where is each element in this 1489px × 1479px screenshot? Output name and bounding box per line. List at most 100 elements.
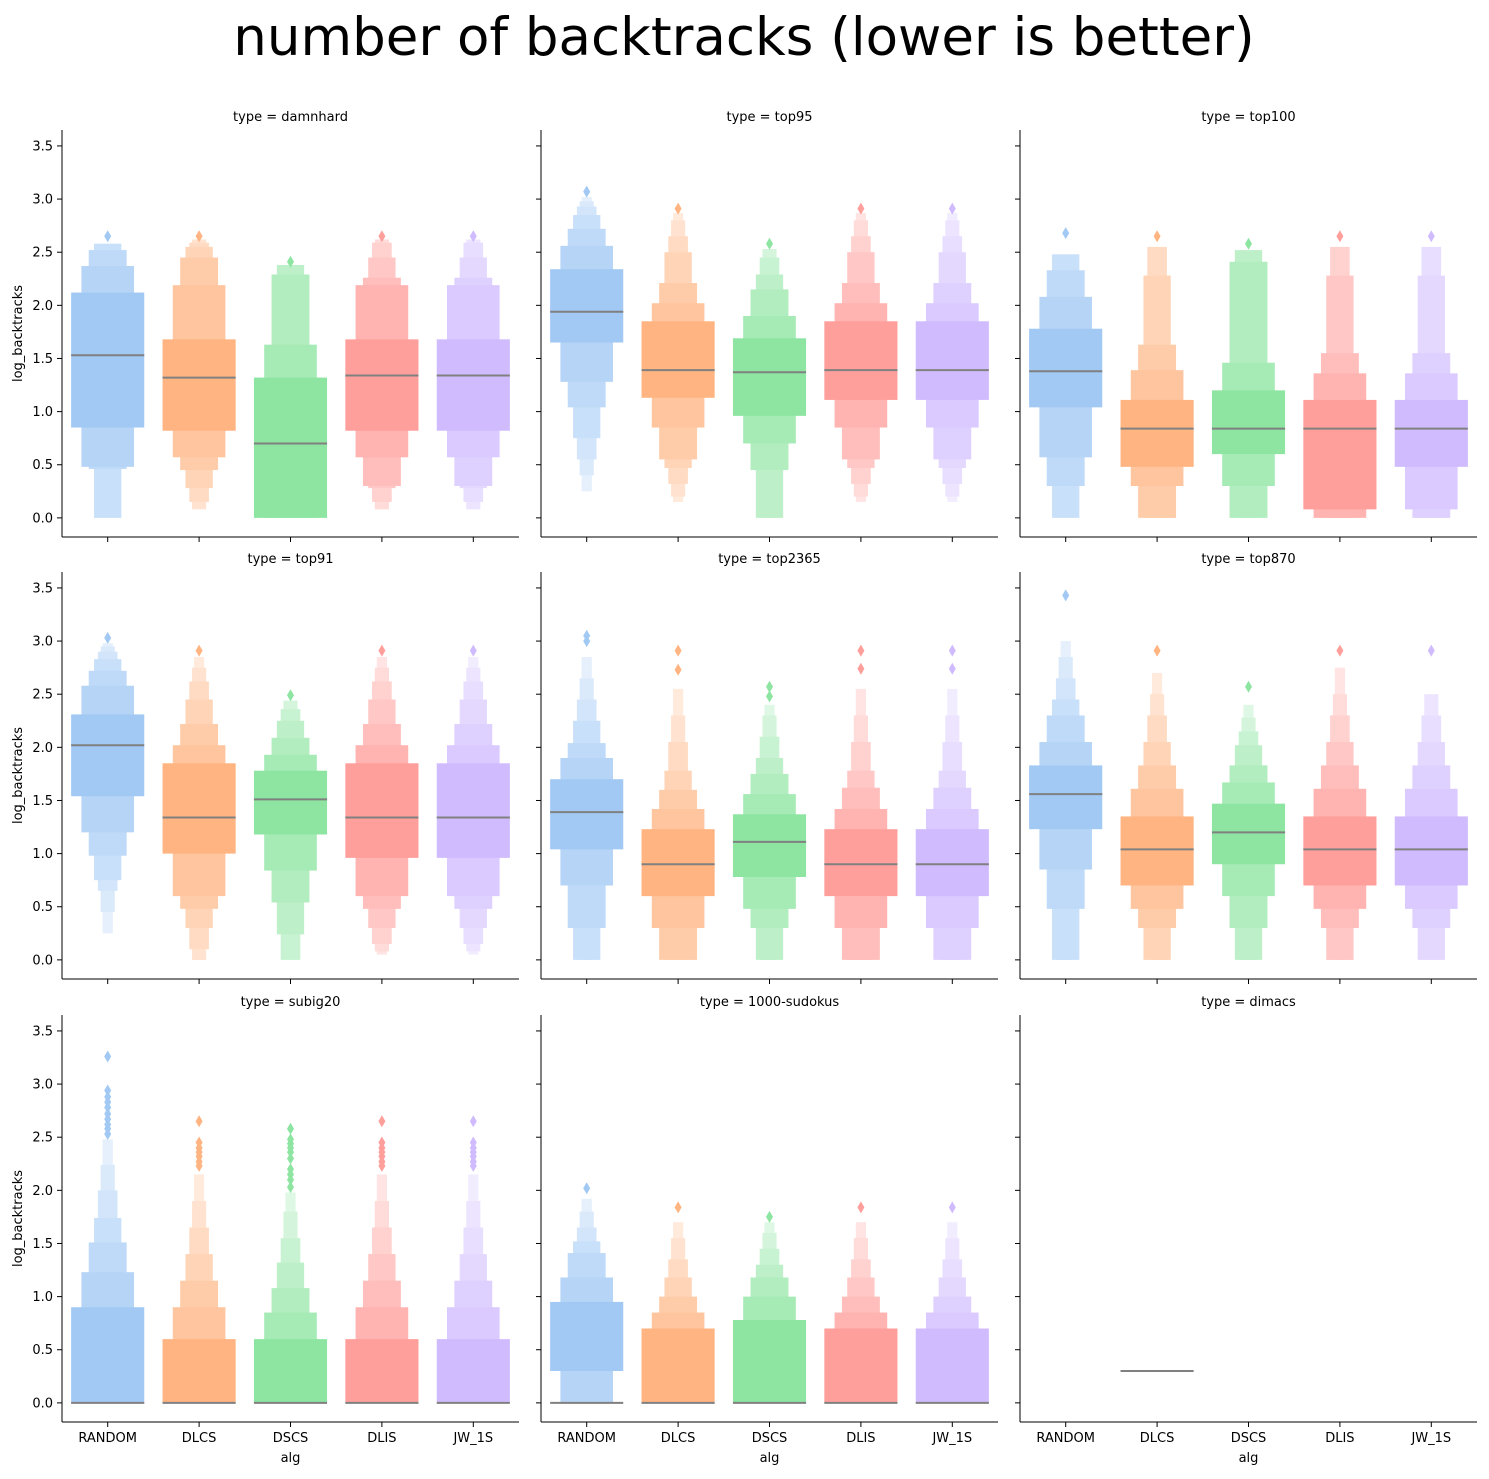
boxen-box <box>732 338 807 416</box>
boxen-box <box>641 829 715 897</box>
series-jw_1s <box>1394 644 1468 960</box>
figure-title: number of backtracks (lower is better) <box>233 7 1254 68</box>
outlier-point <box>104 1107 112 1120</box>
facet-title: type = top100 <box>1201 110 1295 125</box>
boxen-box <box>436 339 510 431</box>
x-tick-label: DLCS <box>661 1431 696 1446</box>
x-tick-label: RANDOM <box>78 1431 137 1446</box>
facet-title: type = top870 <box>1201 552 1295 567</box>
outlier-point <box>857 662 865 675</box>
boxen-box <box>162 339 236 431</box>
y-tick-label: 1.5 <box>32 352 53 367</box>
x-tick-label: DLIS <box>846 1431 875 1446</box>
y-tick-label: 3.0 <box>32 193 53 208</box>
outlier-point <box>948 644 956 657</box>
series-dlcs <box>641 644 715 960</box>
y-tick-label: 0.0 <box>32 511 53 526</box>
y-axis-label: log_backtracks <box>11 1170 26 1267</box>
boxen-box <box>436 1339 510 1403</box>
x-tick-label: DLIS <box>1325 1431 1354 1446</box>
y-tick-label: 2.5 <box>32 246 53 261</box>
facet-title: type = top2365 <box>718 552 821 567</box>
outlier-point <box>287 255 294 268</box>
y-tick-label: 3.0 <box>32 635 53 650</box>
outlier-point <box>674 663 682 676</box>
boxen-box <box>641 1328 715 1403</box>
outlier-point <box>469 644 477 657</box>
boxen-box <box>71 714 145 797</box>
x-tick-label: JW_1S <box>931 1431 972 1446</box>
boxen-box <box>345 1339 419 1403</box>
outlier-point <box>857 202 865 215</box>
outlier-point <box>1336 230 1344 243</box>
facet-1: type = damnhard 0.0 0.5 1.0 1.5 2.0 2.5 3.0 3.5 l… <box>11 110 519 542</box>
facet-title: type = damnhard <box>233 110 348 125</box>
boxen-box <box>345 763 419 858</box>
boxen-box <box>1303 399 1377 510</box>
outlier-point <box>674 1201 682 1214</box>
outlier-point <box>583 1182 591 1195</box>
facet-title: type = top91 <box>247 552 333 567</box>
facet-title: type = 1000-sudokus <box>700 995 840 1010</box>
outlier-point <box>104 230 112 243</box>
outlier-point <box>1245 237 1252 250</box>
series-dlcs <box>162 1115 236 1404</box>
series-dscs <box>253 689 328 960</box>
x-tick-label: DLIS <box>367 1431 396 1446</box>
series-random <box>550 185 624 492</box>
outlier-point <box>766 237 773 250</box>
y-tick-label: 0.0 <box>32 953 53 968</box>
outlier-point <box>1153 644 1161 657</box>
outlier-point <box>674 644 682 657</box>
boxen-box <box>1120 816 1194 886</box>
series-dscs <box>253 255 328 518</box>
boxen-box <box>732 814 807 877</box>
outlier-point <box>378 1136 386 1149</box>
y-tick-label: 2.5 <box>32 1131 53 1146</box>
x-tick-label: JW_1S <box>452 1431 493 1446</box>
y-tick-label: 2.0 <box>32 741 53 756</box>
series-dscs <box>1211 237 1286 518</box>
facet-4: type = top91 0.0 0.5 1.0 1.5 2.0 2.5 3.0 3.5 log_… <box>11 552 519 984</box>
boxen-box <box>550 779 624 850</box>
boxen-box <box>253 377 328 518</box>
y-axis-label: log_backtracks <box>11 285 26 382</box>
boxen-box <box>345 339 419 431</box>
x-axis-label: alg <box>281 1451 301 1466</box>
series-jw_1s <box>915 1201 989 1404</box>
outlier-point <box>948 202 956 215</box>
boxen-box <box>253 770 328 835</box>
outlier-point <box>104 631 112 644</box>
outlier-point <box>195 1115 203 1128</box>
outlier-point <box>857 644 865 657</box>
series-dlcs <box>1120 230 1194 518</box>
y-tick-label: 0.0 <box>32 1396 53 1411</box>
outlier-point <box>287 1152 294 1165</box>
boxen-box <box>162 1339 236 1403</box>
x-tick-label: DLCS <box>1140 1431 1175 1446</box>
y-tick-label: 1.5 <box>32 794 53 809</box>
boxen-box <box>915 829 989 897</box>
outlier-point <box>1062 589 1070 602</box>
outlier-point <box>1427 644 1435 657</box>
boxen-box <box>915 321 989 400</box>
y-tick-label: 1.0 <box>32 405 53 420</box>
series-jw_1s <box>915 202 989 502</box>
outlier-point <box>766 680 773 693</box>
y-tick-label: 1.0 <box>32 847 53 862</box>
series-jw_1s <box>436 1115 510 1404</box>
y-tick-label: 0.5 <box>32 900 53 915</box>
facet-title: type = top95 <box>726 110 812 125</box>
boxen-box <box>1211 803 1286 865</box>
series-jw_1s <box>436 230 510 510</box>
series-random <box>71 230 145 518</box>
boxen-box <box>1303 816 1377 886</box>
y-tick-label: 3.0 <box>32 1078 53 1093</box>
y-tick-label: 3.5 <box>32 1024 53 1039</box>
outlier-point <box>195 1136 203 1149</box>
y-tick-label: 2.0 <box>32 299 53 314</box>
facet-2: type = top95 <box>536 110 998 542</box>
outlier-point <box>583 185 591 198</box>
series-random <box>1029 589 1103 960</box>
outlier-point <box>104 1090 112 1103</box>
